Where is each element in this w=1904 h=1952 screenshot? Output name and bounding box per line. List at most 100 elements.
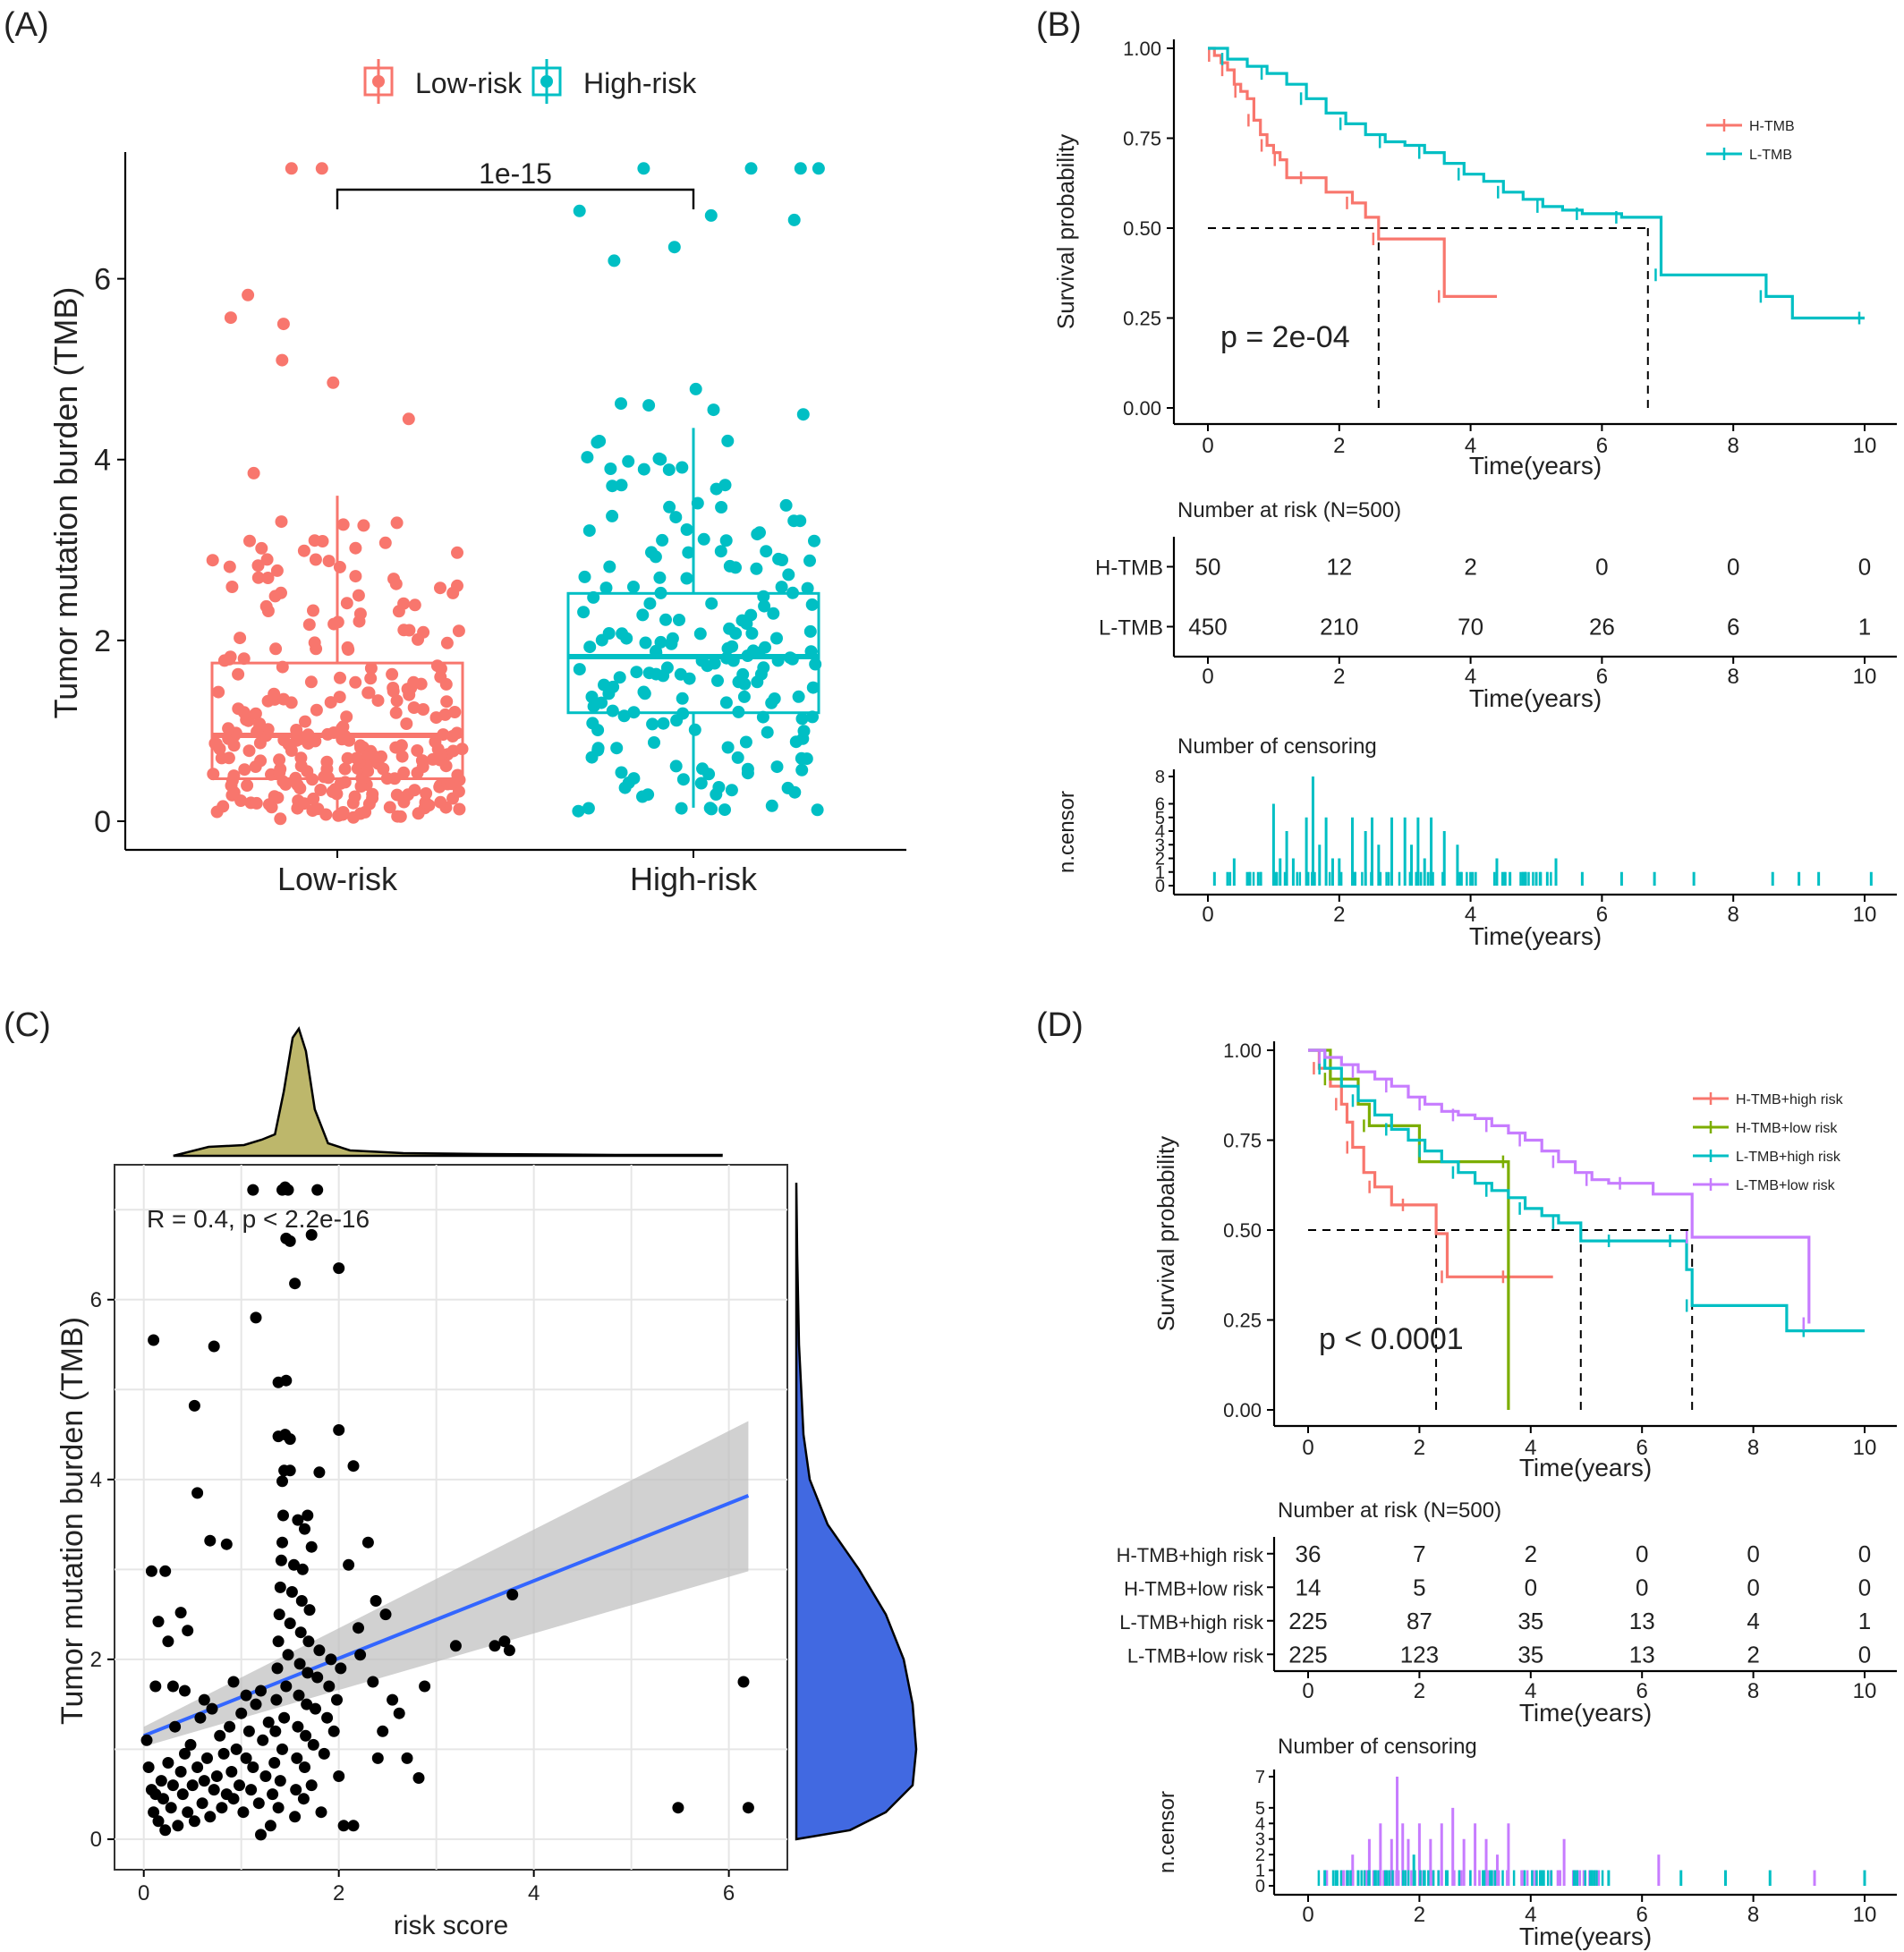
risk-count: 0: [1636, 1540, 1648, 1567]
data-point: [610, 742, 624, 755]
data-point: [606, 509, 619, 522]
data-point: [761, 726, 774, 739]
data-point: [736, 667, 750, 681]
data-point: [341, 751, 354, 765]
data-point: [742, 1802, 754, 1814]
data-point: [744, 162, 758, 175]
data-point: [268, 687, 281, 700]
y-tick-label: 0: [1255, 1877, 1265, 1897]
data-point: [688, 723, 701, 736]
data-point: [224, 311, 237, 325]
data-point: [637, 685, 650, 699]
y-tick-label: 0.25: [1123, 308, 1161, 330]
y-tick-label: 0.50: [1123, 217, 1161, 240]
x-axis-title: Time(years): [1519, 1922, 1652, 1950]
data-point: [276, 353, 289, 367]
data-point: [289, 1811, 302, 1823]
risk-count: 4: [1747, 1608, 1759, 1634]
data-point: [676, 773, 690, 786]
data-point: [273, 1608, 285, 1621]
data-point: [386, 667, 399, 681]
data-point: [347, 1820, 360, 1832]
y-tick-label: 8: [1155, 768, 1165, 787]
risk-count: 0: [1525, 1574, 1537, 1600]
data-point: [348, 790, 361, 803]
x-tick-label: 6: [1596, 665, 1608, 689]
data-point: [627, 706, 641, 719]
data-point: [307, 792, 320, 805]
risk-count: 13: [1629, 1641, 1655, 1668]
data-point: [247, 1184, 259, 1196]
data-point: [302, 1667, 314, 1679]
data-point: [349, 570, 362, 583]
x-tick-label: 0: [1202, 434, 1213, 458]
data-point: [259, 1770, 272, 1782]
data-point: [615, 397, 627, 411]
data-point: [714, 545, 727, 558]
data-point: [196, 1797, 208, 1810]
data-point: [268, 1757, 281, 1769]
data-point: [796, 408, 810, 421]
data-point: [277, 734, 291, 747]
panel-label-d: (D): [1036, 1006, 1084, 1044]
data-point: [787, 213, 801, 226]
panel-a-boxplot: 0 2 4 6 Low-risk High-risk Tumor mutation burd…: [47, 59, 906, 897]
data-point: [278, 1711, 291, 1724]
data-point: [408, 598, 421, 612]
data-point: [315, 162, 328, 175]
data-point: [615, 766, 628, 779]
data-point: [809, 658, 822, 671]
data-point: [673, 614, 685, 626]
data-point: [667, 241, 681, 254]
data-point: [745, 627, 759, 640]
data-point: [179, 1685, 191, 1697]
data-point: [243, 534, 256, 547]
data-point: [420, 787, 433, 800]
x-tick-label: 0: [138, 1881, 149, 1905]
data-point: [760, 545, 773, 558]
data-point: [403, 624, 416, 637]
x-tick-label: 6: [1636, 1679, 1648, 1703]
data-point: [282, 1649, 294, 1661]
data-point: [284, 1433, 296, 1446]
x-tick-label: 0: [1302, 1679, 1313, 1703]
x-tick-label: 8: [1728, 665, 1739, 689]
data-point: [721, 741, 735, 754]
data-point: [272, 1635, 285, 1648]
data-point: [343, 1558, 355, 1571]
data-point: [646, 717, 659, 731]
data-point: [333, 1262, 345, 1275]
data-point: [751, 528, 764, 541]
data-point: [225, 581, 239, 593]
data-point: [577, 606, 591, 619]
data-point: [272, 1376, 285, 1388]
y-tick-label: 4: [90, 1468, 102, 1492]
panel-c-scatter: 0 2 4 6 0 2 4 6 risk score Tumor mutation burden …: [55, 1026, 918, 1940]
data-point: [267, 1788, 279, 1801]
data-point: [642, 788, 655, 802]
risk-count: 50: [1195, 554, 1221, 581]
data-point: [723, 559, 736, 573]
legend-label: Low-risk: [415, 67, 523, 99]
data-point: [292, 1514, 304, 1526]
data-point: [207, 768, 220, 781]
data-point: [586, 717, 599, 730]
data-point: [599, 581, 613, 595]
x-tick-label: 2: [1333, 434, 1345, 458]
data-point: [247, 466, 260, 480]
censor-plot-title: Number of censoring: [1278, 1735, 1477, 1759]
data-point: [572, 804, 585, 818]
data-point: [335, 1662, 347, 1675]
y-tick-label: 0.75: [1123, 128, 1161, 150]
data-point: [166, 1680, 179, 1693]
data-point: [337, 1820, 350, 1832]
data-point: [169, 1720, 182, 1733]
risk-count: 2: [1747, 1641, 1759, 1668]
y-axis-title: Tumor mutation burden (TMB): [55, 1317, 89, 1725]
data-point: [407, 675, 421, 689]
data-point: [224, 1720, 236, 1733]
data-point: [803, 554, 816, 567]
data-point: [327, 376, 340, 389]
